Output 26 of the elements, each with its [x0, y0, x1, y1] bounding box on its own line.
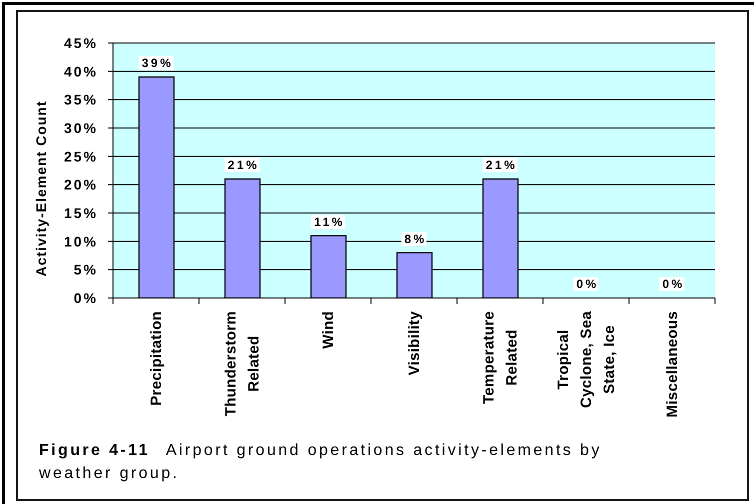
y-tick-label: 40%	[64, 63, 98, 80]
y-tick-label: 0%	[74, 290, 98, 306]
x-tick-label: Precipitation	[148, 311, 165, 406]
y-tick-label: 25%	[64, 148, 98, 164]
y-tick-label: 30%	[64, 120, 98, 136]
x-tick-label: Temperature Related	[480, 310, 520, 404]
y-tick-label: 10%	[64, 233, 98, 250]
data-label: 0%	[662, 277, 685, 291]
data-label: 11%	[314, 214, 345, 229]
data-label: 8%	[404, 232, 427, 246]
x-tick-label: Visibility	[406, 310, 423, 376]
y-tick-label: 45%	[64, 34, 98, 51]
x-tick-label: Tropical Cyclone, Sea State, Ice	[555, 310, 618, 408]
y-tick-label: 5%	[74, 262, 98, 278]
caption: Figure 4-11 Airport ground operations activity-elements by weather group.	[39, 442, 602, 482]
x-tick-label: Thunderstorm Related	[222, 310, 262, 416]
data-label: 21%	[486, 158, 518, 172]
data-label: 0%	[576, 277, 599, 291]
data-label: 21%	[228, 158, 260, 172]
data-label: 39%	[142, 56, 174, 70]
y-tick-label: 20%	[64, 176, 98, 193]
x-tick-label: Wind	[320, 311, 337, 349]
y-axis-title: Activity-Element Count	[32, 100, 49, 277]
x-tick-label: Miscellaneous	[664, 310, 681, 418]
y-tick-label: 15%	[64, 204, 98, 221]
y-tick-label: 35%	[64, 92, 98, 108]
